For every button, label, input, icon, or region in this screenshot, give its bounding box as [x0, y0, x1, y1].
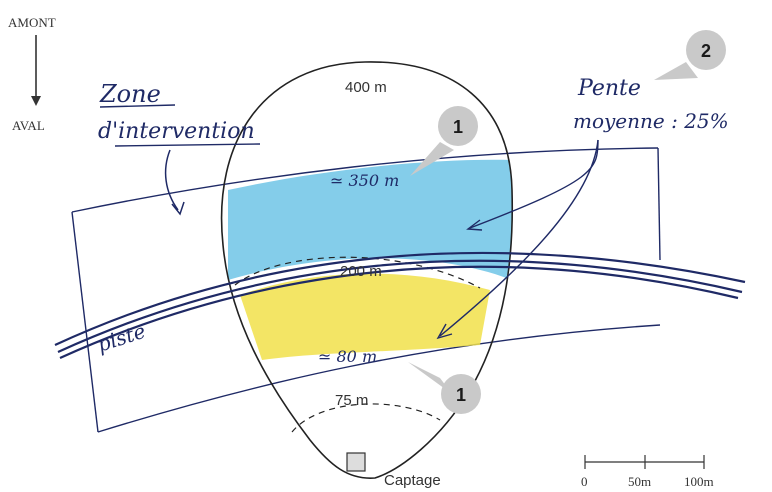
source-square-icon — [346, 452, 366, 472]
source-label: Captage — [384, 472, 441, 489]
arrow-down-icon — [31, 96, 41, 106]
protection-perimeter — [220, 61, 514, 479]
zone-title: Zone d'intervention — [98, 80, 261, 216]
blue-zone-fill — [228, 159, 512, 280]
slope-annotation: Pente moyenne : 25% — [436, 76, 729, 340]
slope-arrow-upper — [469, 139, 599, 229]
slope-arrow-lower — [439, 139, 599, 337]
badge-lower-limit: 1 — [408, 362, 481, 414]
contour-label-top: 400 m — [345, 79, 387, 96]
slope-line1: Pente — [577, 76, 641, 101]
zone-lower-boundary — [97, 324, 661, 433]
zone-pointer-arrow — [164, 149, 179, 211]
arrow-down-icon — [171, 201, 185, 216]
zone-lower-limit-label: ≃ 80 m — [318, 347, 377, 366]
track-line — [54, 251, 746, 360]
slope-line2: moyenne : 25% — [573, 109, 729, 133]
badge-upper-limit: 1 — [410, 106, 478, 176]
zone-left-boundary — [71, 211, 99, 433]
badge-pointer — [408, 362, 452, 394]
contour-label-middle: 200 m — [340, 263, 382, 280]
zone-title-underline-1 — [99, 104, 176, 108]
arrow-head-icon — [466, 219, 483, 231]
contour-200m-arc — [234, 256, 481, 289]
contour-75m-arc — [291, 403, 441, 433]
badge-slope: 2 — [654, 30, 726, 80]
badge-slope-number: 2 — [701, 41, 711, 61]
downstream-label: AVAL — [12, 118, 45, 133]
zone-title-line2: d'intervention — [98, 119, 255, 144]
zone-title-underline-2 — [114, 143, 261, 147]
badge-pointer — [654, 62, 698, 80]
upstream-label: AMONT — [8, 15, 56, 30]
scale-label-100: 100m — [684, 474, 714, 489]
arrow-head-icon — [436, 323, 453, 340]
orientation-indicator: AMONT AVAL — [8, 15, 56, 133]
zone-right-boundary — [657, 147, 661, 261]
contour-label-bottom: 75 m — [335, 392, 368, 409]
scale-label-50: 50m — [628, 474, 651, 489]
badge-lower-number: 1 — [456, 385, 466, 405]
scale-label-0: 0 — [581, 474, 588, 489]
scale-bar — [584, 455, 705, 469]
badge-upper-number: 1 — [453, 117, 463, 137]
intervention-zone-band — [71, 147, 661, 433]
badge-pointer — [410, 142, 454, 176]
zone-title-line1: Zone — [99, 80, 161, 108]
zone-fills — [228, 159, 512, 360]
yellow-zone-fill — [240, 273, 490, 360]
zone-upper-limit-label: ≃ 350 m — [330, 171, 399, 190]
zone-upper-boundary — [71, 147, 659, 213]
